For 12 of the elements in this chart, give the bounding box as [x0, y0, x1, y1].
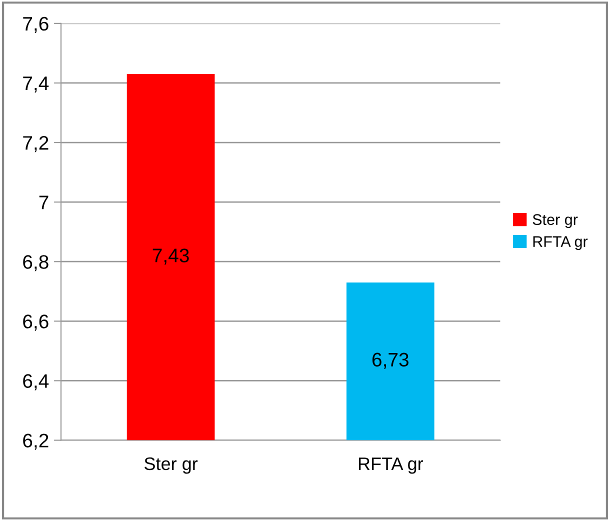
y-tick-label: 6,6	[23, 314, 48, 331]
y-tick-label: 7,6	[23, 16, 48, 33]
y-tick-label: 7,4	[23, 76, 49, 93]
legend-label: RFTA gr	[533, 236, 588, 250]
y-tick-label: 6,8	[23, 255, 48, 272]
y-tick-label: 7,2	[23, 136, 48, 152]
y-tick-label: 6,4	[23, 374, 49, 390]
y-tick-label: 6,2	[23, 434, 48, 450]
data-label: 6,73	[372, 352, 408, 369]
data-label: 7,43	[152, 248, 189, 265]
legend-label: Ster gr	[532, 214, 578, 228]
y-tick-label: 7	[39, 196, 48, 210]
